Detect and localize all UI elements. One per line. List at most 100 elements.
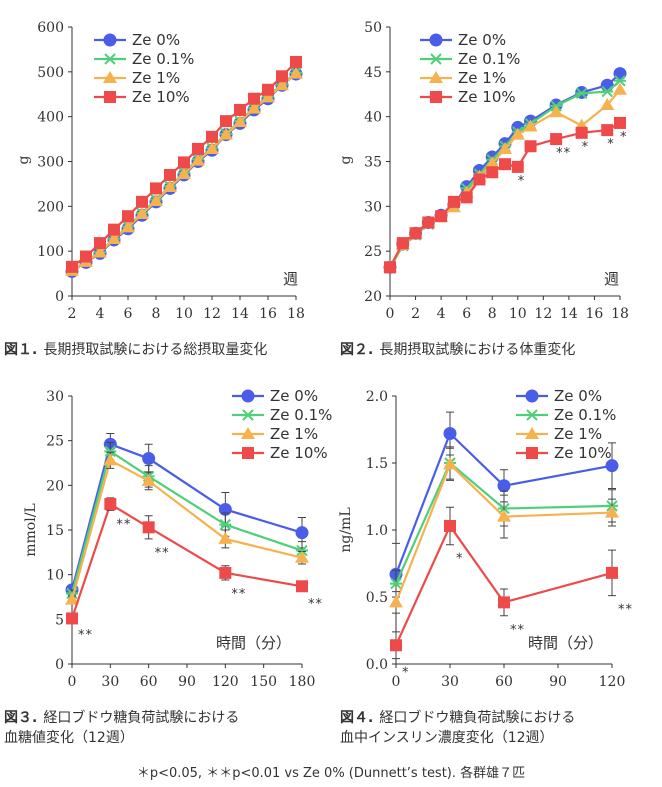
- chart-3-x-tick-label: 0: [68, 674, 77, 690]
- chart-3-y-tick-label: 25: [46, 434, 64, 450]
- chart-2-series-1-point: [601, 85, 614, 98]
- chart-3-series-0-point: [295, 526, 309, 540]
- chart-1-series-2-point: [233, 115, 247, 128]
- chart-4-significance: **: [618, 603, 633, 618]
- chart-2-legend-marker: [429, 33, 443, 47]
- chart-4-series-3-line: [394, 523, 613, 646]
- chart-3-series-2-point: [141, 473, 156, 486]
- chart-3-series-3-point: [296, 580, 308, 593]
- chart-1-series-3-point: [108, 223, 120, 236]
- chart-2-x-tick-label: 16: [586, 306, 604, 322]
- chart-4-x-tick-label: 120: [599, 674, 626, 690]
- chart-3: 0 5 10 15 20 25 30 0 30 60 90 120 150 180 mmol/L 時間（分） Z…: [23, 387, 332, 690]
- chart-2-series-3-point: [499, 158, 511, 171]
- chart-3-x-tick-label: 180: [289, 674, 316, 690]
- chart-2-significance: **: [556, 146, 571, 161]
- chart-4-series-0-point: [605, 459, 619, 473]
- chart-4-xlabel: 時間（分）: [528, 634, 603, 652]
- chart-1-series-3-point: [290, 55, 302, 68]
- chart-2: 20 25 30 35 40 45 50 0 2 4 6 8 10 12 14 16 18 g 週 Ze 0%Ze 0…: [338, 20, 629, 322]
- chart-2-legend-marker: [429, 71, 443, 83]
- chart-2-y-tick-label: 35: [364, 155, 382, 171]
- chart-3-series-0-point: [142, 452, 156, 466]
- chart-2-legend-label: Ze 0.1%: [458, 50, 520, 68]
- chart-1-y-tick-label: 500: [37, 65, 64, 81]
- chart-4-legend-label: Ze 0%: [554, 387, 602, 405]
- caption-fig1-text: 長期摂取試験における総摂取量変化: [43, 342, 268, 358]
- chart-3-legend-label: Ze 10%: [270, 444, 328, 462]
- chart-2-y-tick-label: 25: [364, 244, 382, 260]
- chart-1-series-3-point: [94, 237, 106, 250]
- chart-2-x-tick-label: 6: [462, 306, 471, 322]
- chart-1-y-tick-label: 200: [37, 199, 64, 215]
- chart-4-legend-label: Ze 10%: [554, 444, 612, 462]
- chart-4-x-tick-label: 60: [495, 674, 513, 690]
- chart-1-series-3-point: [262, 83, 274, 96]
- chart-2-series-2-line: [389, 89, 621, 268]
- chart-1-legend-label: Ze 1%: [132, 69, 180, 87]
- chart-4-significance: **: [510, 623, 525, 638]
- chart-1-series-3-point: [276, 70, 288, 83]
- caption-fig3-number: 図３.: [4, 710, 38, 726]
- chart-2-legend-label: Ze 10%: [458, 88, 516, 106]
- chart-2-significance: *: [518, 174, 526, 189]
- chart-1-series-2-point: [177, 167, 191, 180]
- chart-2-series-2: [383, 82, 627, 273]
- chart-4-series-1-line: [394, 461, 613, 585]
- chart-1-legend-marker: [103, 33, 117, 47]
- chart-3-y-tick-label: 5: [55, 612, 64, 628]
- caption-fig4-text2: 血中インスリン濃度変化（12週）: [340, 730, 554, 746]
- chart-3-significance: **: [231, 587, 246, 602]
- chart-1-series-2-point: [219, 127, 233, 140]
- chart-2-x-tick-label: 14: [560, 306, 578, 322]
- chart-1: 0 100 200 300 400 500 600 2 4 6 8 10 12 14 16 18 g 週 Ze 0%…: [16, 20, 305, 322]
- chart-2-series-3-point: [550, 133, 563, 146]
- caption-fig3: 図３. 経口ブドウ糖負荷試験における 血糖値変化（12週）: [4, 708, 239, 748]
- chart-1-series-2-point: [275, 78, 289, 91]
- chart-1-legend-marker: [103, 71, 117, 83]
- chart-3-xlabel: 時間（分）: [216, 634, 291, 652]
- chart-3-y-tick-label: 30: [46, 389, 64, 405]
- chart-1-x-tick-label: 4: [96, 306, 105, 322]
- caption-fig4: 図４. 経口ブドウ糖負荷試験における 血中インスリン濃度変化（12週）: [340, 708, 575, 748]
- chart-4-significance: *: [456, 552, 464, 567]
- chart-4-series-2-line: [394, 462, 613, 603]
- chart-1-legend-label: Ze 0.1%: [132, 50, 194, 68]
- chart-2-series-3: [384, 116, 626, 274]
- chart-3-legend-label: Ze 1%: [270, 425, 318, 443]
- chart-1-series-2-point: [135, 206, 149, 219]
- chart-1-series-2-point: [205, 141, 219, 154]
- caption-fig3-text: 経口ブドウ糖負荷試験における: [43, 710, 240, 726]
- chart-3-legend-label: Ze 0.1%: [270, 406, 332, 424]
- chart-3-significance: **: [308, 597, 323, 612]
- chart-2-series-3-point: [384, 261, 396, 274]
- chart-1-series-3-point: [192, 142, 204, 155]
- chart-2-x-tick-label: 4: [437, 306, 446, 322]
- chart-1-series-2-point: [191, 153, 205, 166]
- caption-fig2-text: 長期摂取試験における体重変化: [379, 342, 576, 358]
- chart-2-series-3-point: [460, 191, 473, 204]
- chart-4-series-3-point: [444, 519, 456, 532]
- chart-2-legend-marker: [430, 53, 442, 65]
- chart-1-ylabel: g: [16, 155, 32, 164]
- chart-1-series-3-point: [234, 103, 246, 116]
- chart-4-y-tick-label: 0.0: [366, 657, 388, 673]
- chart-2-ylabel: g: [338, 155, 354, 164]
- chart-3-x-tick-label: 150: [250, 674, 277, 690]
- chart-4-series-3: [390, 506, 618, 660]
- chart-3-series-3-point: [142, 521, 155, 534]
- chart-2-series-2-point: [498, 141, 512, 154]
- chart-2-series-1-point: [575, 87, 588, 100]
- chart-2-significance: *: [582, 140, 590, 155]
- chart-2-y-tick-label: 50: [364, 20, 382, 36]
- chart-3-x-tick-label: 120: [212, 674, 239, 690]
- chart-4-y-tick-label: 1.5: [366, 456, 388, 472]
- chart-3-legend-marker: [241, 427, 255, 439]
- chart-2-series-2-point: [549, 105, 564, 118]
- chart-4-series-2: [389, 447, 619, 614]
- chart-3-x-tick-label: 90: [178, 674, 196, 690]
- chart-1-y-tick-label: 400: [37, 110, 64, 126]
- chart-1-series-2-point: [107, 232, 121, 245]
- chart-4-y-tick-label: 1.0: [366, 523, 388, 539]
